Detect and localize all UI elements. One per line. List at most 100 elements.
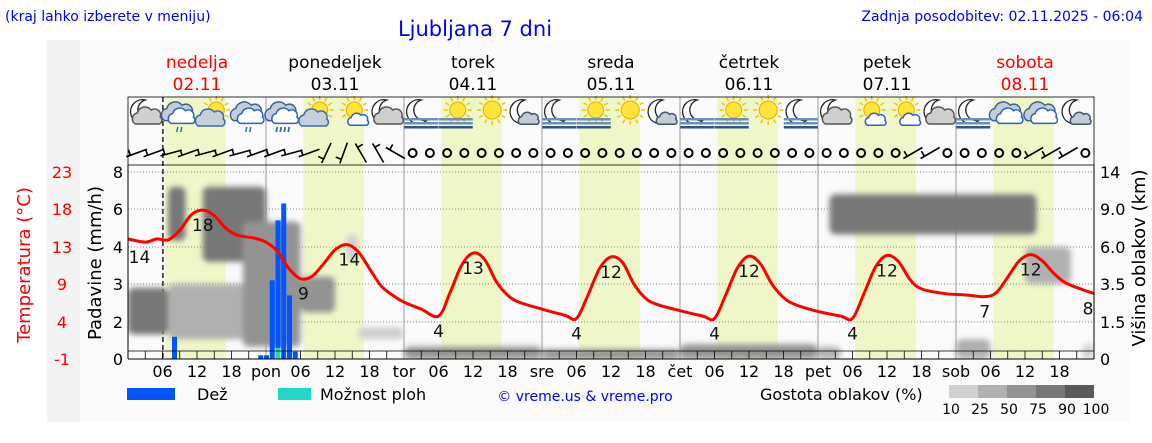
hour-tick: 18: [911, 362, 931, 381]
temperature-tick: 4: [57, 313, 67, 332]
legend: Dež Možnost ploh © vreme.us & vreme.pro Gos…: [127, 385, 1109, 418]
rain-drop: [275, 126, 279, 133]
sun-ray: [341, 114, 346, 118]
cloud-height-tick: 14: [1100, 163, 1120, 182]
temperature-label: 18: [192, 216, 214, 236]
cloud-height-tick: 9.0: [1100, 200, 1125, 219]
day-name: sreda: [587, 53, 634, 73]
barb-feather: [335, 156, 342, 160]
wind-barb-icon: [126, 148, 148, 158]
cloud-heavy-rain-icon: [264, 101, 300, 133]
day-abbr-tick: pet: [805, 362, 831, 381]
daylight-band: [303, 97, 364, 359]
rain-bar: [264, 355, 269, 359]
day-abbr-tick: sob: [942, 362, 970, 381]
sun-ray: [324, 97, 328, 102]
sun-ray: [478, 114, 484, 119]
precipitation-tick: 6: [113, 200, 123, 219]
sun-ray: [445, 114, 450, 118]
barb-feather: [1024, 150, 1029, 157]
hour-tick: 06: [566, 362, 586, 381]
hour-tick: 06: [842, 362, 862, 381]
fog-line: [783, 118, 818, 121]
hour-tick: 12: [1015, 362, 1035, 381]
hour-tick: 12: [601, 362, 621, 381]
barb-feather: [196, 148, 201, 155]
density-tick: 100: [1083, 402, 1110, 418]
wind-barb-icon: [1058, 146, 1079, 160]
day-abbr-tick: čet: [668, 362, 693, 381]
barb-feather: [127, 149, 132, 156]
sun-ray: [859, 102, 864, 106]
daylight-band: [579, 97, 640, 359]
barb-feather: [903, 150, 908, 157]
sun-ray: [760, 96, 764, 101]
axes: -14913182302346801.53.56.09.014Temperatu…: [14, 96, 1150, 381]
temperature-label: 4: [433, 322, 444, 342]
cloud-shape: [194, 108, 226, 127]
fog-line: [542, 126, 577, 129]
day-abbr-tick: pon: [251, 362, 281, 381]
wind-barb-icon: [143, 148, 165, 158]
fog-line: [404, 126, 439, 129]
day-name: torek: [451, 53, 495, 73]
cloud-shape: [271, 107, 300, 125]
sun-ray: [721, 114, 726, 118]
cloud-height-axis-title: Višina oblakov (km): [1129, 169, 1150, 346]
sun-ray: [639, 114, 644, 119]
fog-line: [680, 126, 715, 129]
daylight-band: [717, 97, 778, 359]
fog-line: [956, 122, 991, 125]
sun-fog-icon: [576, 96, 611, 129]
sun-ray: [497, 119, 501, 124]
fog-line: [714, 126, 749, 129]
barb-staff: [385, 146, 406, 160]
sun-ray: [622, 96, 626, 101]
sun-ray: [346, 97, 350, 102]
sun-ray: [341, 102, 346, 106]
calm-wind-icon: [752, 148, 763, 158]
sun-ray: [639, 101, 644, 106]
precipitation-axis-title: Padavine (mm/h): [85, 186, 106, 340]
sun-ray: [910, 97, 914, 102]
temperature-label: 12: [1020, 261, 1042, 281]
sun-ray: [328, 102, 333, 106]
precipitation-tick: 3: [113, 275, 123, 294]
temperature-label: 9: [298, 285, 309, 305]
rain-drop: [279, 126, 283, 133]
temperature-tick: 9: [57, 275, 67, 294]
cloud-layer: [128, 287, 169, 335]
moon-small-cloud-icon: [1061, 99, 1092, 125]
cloud-shape: [517, 111, 540, 125]
wind-barb-icon: [1040, 146, 1061, 160]
fog-line: [404, 122, 439, 125]
fog-line: [783, 122, 818, 125]
fog-line: [542, 122, 577, 125]
calm-wind-icon: [890, 148, 901, 158]
sun-ray: [484, 96, 488, 101]
barb-feather: [144, 149, 149, 156]
cloud-shape: [298, 108, 330, 127]
precipitation-tick: 8: [113, 163, 123, 182]
moon-fog-icon: [680, 99, 715, 129]
copyright-link[interactable]: © vreme.us & vreme.pro: [497, 389, 672, 405]
sun-icon: [753, 95, 784, 125]
cloud-light-rain-icon: [160, 101, 196, 133]
wind-barb-icon: [385, 144, 406, 160]
calm-wind-icon: [562, 148, 573, 158]
calm-wind-icon: [976, 148, 987, 158]
wind-barb-icon: [920, 146, 941, 160]
rain-legend-swatch: [127, 388, 175, 400]
icon-strip-frame: [127, 96, 1095, 166]
sun-ray: [616, 114, 622, 119]
sun-ray: [635, 119, 639, 124]
hint-link[interactable]: (kraj lahko izberete v meniju): [5, 9, 211, 25]
wind-barb-icon: [177, 148, 199, 158]
sun-ray: [604, 102, 609, 106]
sun-ray: [312, 97, 316, 102]
temperature-label: 13: [462, 259, 484, 279]
density-tick: 50: [1000, 402, 1018, 418]
cloud-icon: [988, 101, 1024, 125]
moon-small-cloud-icon: [509, 99, 540, 125]
